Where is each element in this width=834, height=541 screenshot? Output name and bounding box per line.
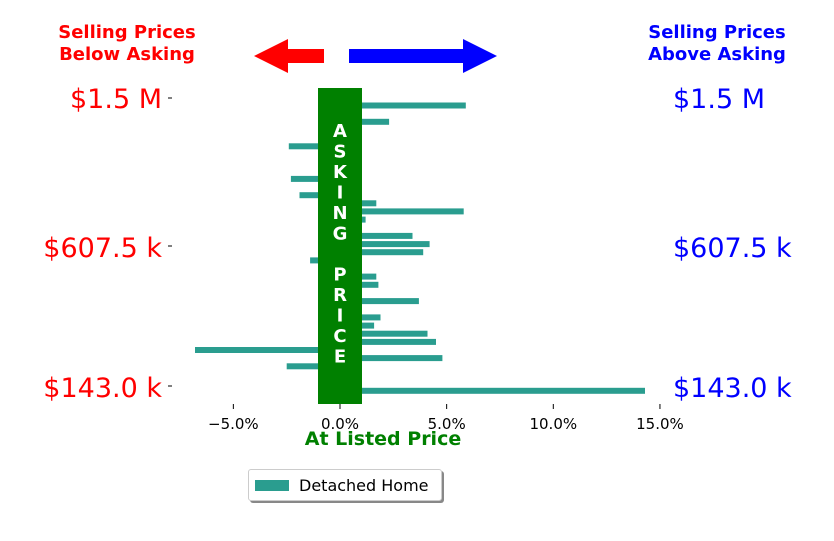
bar xyxy=(340,241,430,248)
bar xyxy=(290,175,340,182)
legend-label: Detached Home xyxy=(299,475,429,495)
asking-band-letter: I xyxy=(337,306,344,327)
x-tick-label: 0.0% xyxy=(321,415,359,433)
asking-band-letter: N xyxy=(332,203,347,224)
bar xyxy=(340,118,390,125)
x-tick-label: 15.0% xyxy=(636,415,684,433)
x-tick-label: 10.0% xyxy=(529,415,577,433)
asking-band-letter: C xyxy=(333,326,346,347)
bars-group xyxy=(195,102,645,394)
asking-band-letter: K xyxy=(333,162,348,183)
legend: Detached Home xyxy=(248,469,442,501)
legend-swatch xyxy=(255,479,289,491)
bar xyxy=(340,355,443,362)
asking-band-letter: S xyxy=(334,142,347,163)
right-price-label-mid: $607.5 k xyxy=(673,233,792,264)
x-axis-label: At Listed Price xyxy=(305,428,461,450)
above-asking-title-line2: Above Asking xyxy=(648,44,786,65)
bar xyxy=(340,232,413,239)
left-price-label-top: $1.5 M xyxy=(70,84,162,115)
asking-band-letter: P xyxy=(333,265,346,286)
bar xyxy=(340,208,464,215)
asking-band-letter: G xyxy=(333,224,348,245)
left-price-label-mid: $607.5 k xyxy=(43,233,162,264)
below-asking-title-line2: Below Asking xyxy=(59,44,195,65)
asking-band-letter: R xyxy=(333,285,347,306)
bar xyxy=(340,330,428,337)
asking-band-letter: E xyxy=(334,347,346,368)
asking-band-letter: A xyxy=(333,121,347,142)
asking-price-band xyxy=(318,88,362,404)
bar xyxy=(288,143,340,150)
bar xyxy=(340,387,645,394)
bar xyxy=(340,298,419,305)
x-tick-label: −5.0% xyxy=(208,415,259,433)
below-asking-title-line1: Selling Prices xyxy=(58,22,195,43)
left-arrow-icon xyxy=(254,39,324,73)
bar xyxy=(286,363,340,370)
bar xyxy=(340,338,436,345)
right-price-label-bottom: $143.0 k xyxy=(673,373,792,404)
left-price-label-bottom: $143.0 k xyxy=(43,373,162,404)
bar xyxy=(340,249,424,256)
x-tick-label: 5.0% xyxy=(428,415,466,433)
bar xyxy=(340,102,466,109)
bar xyxy=(195,347,340,353)
x-axis: −5.0% 0.0% 5.0% 10.0% 15.0% xyxy=(208,404,684,433)
above-asking-title-line1: Selling Prices xyxy=(648,22,785,43)
right-arrow-icon xyxy=(349,39,497,73)
right-price-label-top: $1.5 M xyxy=(673,84,765,115)
asking-band-letter: I xyxy=(337,183,344,204)
